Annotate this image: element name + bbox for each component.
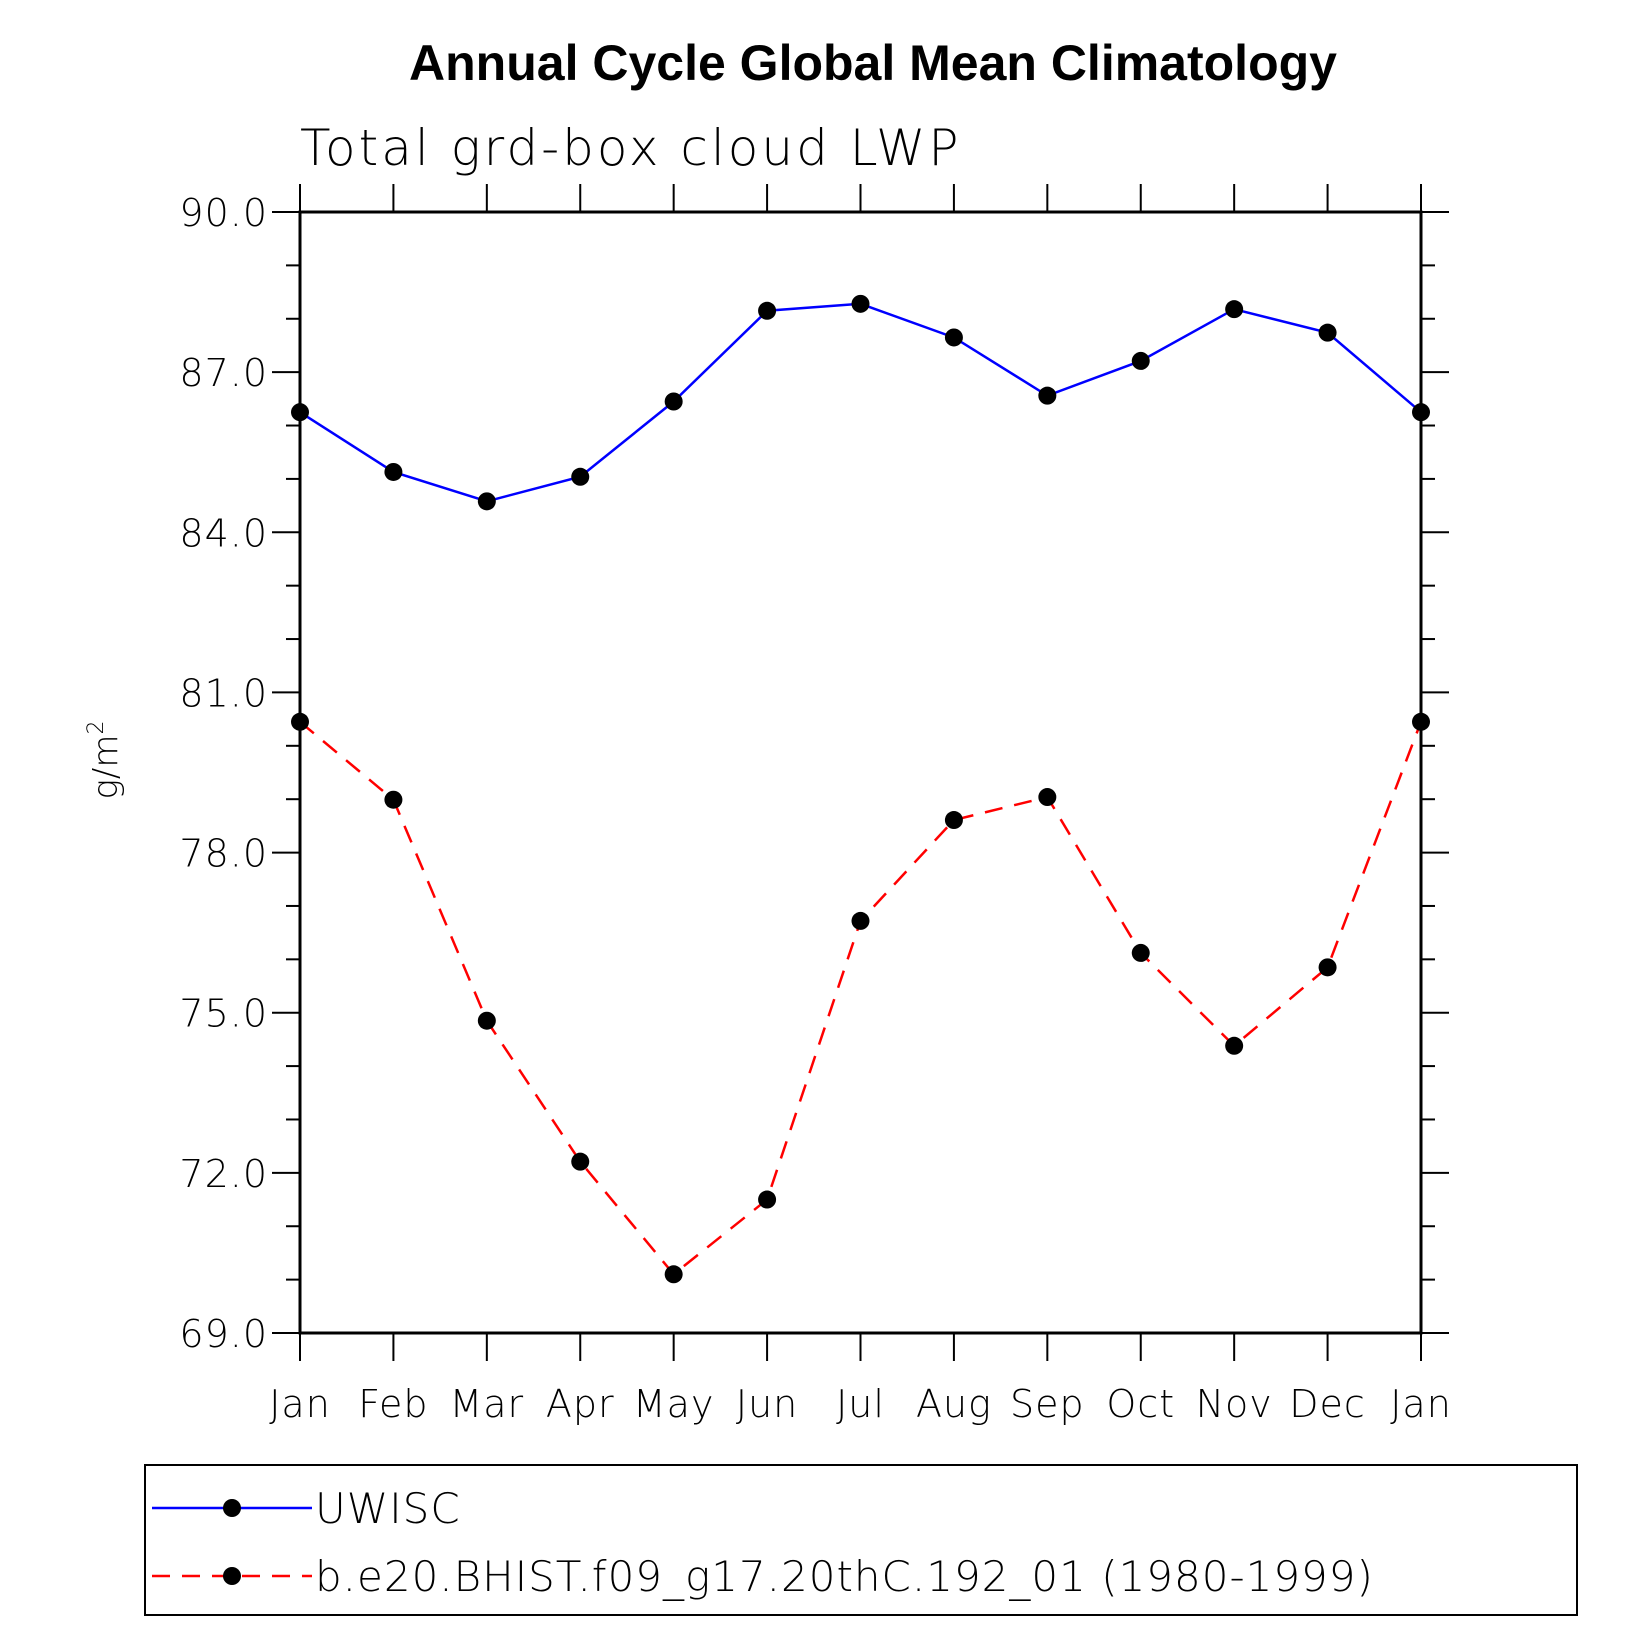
data-point-0: [477, 492, 496, 511]
data-point-1: [1225, 1036, 1244, 1055]
legend-marker-uwisc: [223, 1499, 241, 1517]
plot-area-frame: [298, 210, 1423, 1335]
data-point-0: [291, 403, 309, 422]
data-point-1: [384, 790, 403, 809]
x-tick-label: Jul: [836, 1382, 885, 1426]
data-point-1: [1038, 788, 1057, 807]
data-point-0: [571, 467, 590, 486]
data-point-1: [944, 811, 963, 830]
data-point-0: [944, 328, 963, 347]
x-tick-label: Dec: [1289, 1382, 1366, 1426]
data-point-1: [571, 1152, 590, 1171]
y-tick-label: 90.0: [179, 191, 268, 235]
data-point-0: [758, 301, 777, 320]
x-tick-label: Aug: [916, 1382, 992, 1426]
legend-marker-bhist: [223, 1567, 241, 1585]
data-point-1: [291, 712, 309, 731]
legend: UWISC b.e20.BHIST.f09_g17.20thC.192_01 (…: [144, 1464, 1578, 1616]
data-point-0: [664, 392, 683, 411]
x-tick-label: Jun: [736, 1382, 798, 1426]
y-axis-label-unit: g/m: [86, 735, 126, 800]
y-tick-label: 87.0: [179, 351, 268, 395]
x-tick-label: Apr: [546, 1382, 615, 1426]
x-tick-label: Oct: [1106, 1382, 1175, 1426]
series-line-1: [299, 720, 1423, 1277]
x-tick-label: Nov: [1196, 1382, 1273, 1426]
data-point-0: [1318, 323, 1337, 342]
data-point-0: [1038, 386, 1057, 405]
data-point-1: [477, 1011, 496, 1030]
y-tick-label: 81.0: [179, 671, 268, 715]
y-axis-label-exponent: 2: [84, 721, 109, 735]
data-point-1: [851, 911, 870, 930]
data-point-0: [384, 462, 403, 481]
y-axis-label: g/m2: [84, 721, 126, 800]
data-point-1: [1412, 712, 1430, 731]
chart-subtitle: Total grd-box cloud LWP: [300, 119, 962, 177]
y-tick-label: 69.0: [179, 1312, 268, 1356]
series-layer: [291, 294, 1430, 1284]
y-tick-label: 78.0: [179, 832, 268, 876]
y-tick-label: 72.0: [179, 1152, 268, 1196]
x-tick-label: Jan: [1390, 1382, 1452, 1426]
y-tick-label: 84.0: [179, 511, 268, 555]
data-point-1: [1131, 943, 1150, 962]
data-point-1: [1318, 958, 1337, 977]
y-tick-label: 75.0: [179, 992, 268, 1036]
chart-title: Annual Cycle Global Mean Climatology: [409, 35, 1337, 91]
data-point-0: [1131, 351, 1150, 370]
x-tick-label: Feb: [358, 1382, 428, 1426]
legend-label-uwisc: UWISC: [315, 1484, 461, 1533]
x-tick-label: Jan: [269, 1382, 331, 1426]
x-axis: Jan Feb Mar Apr May Jun Jul Aug Sep Oct Nov Dec Jan: [269, 184, 1452, 1426]
data-point-1: [664, 1265, 683, 1284]
data-point-0: [1225, 300, 1244, 319]
x-tick-label: Mar: [449, 1382, 524, 1426]
data-point-0: [1412, 403, 1430, 422]
legend-box: [144, 1464, 1578, 1616]
x-tick-label: Sep: [1010, 1382, 1085, 1426]
y-axis: 90.0 87.0 84.0 81.0 78.0 75.0 72.0 69.0: [179, 191, 1449, 1356]
data-point-0: [851, 294, 870, 313]
data-point-1: [758, 1190, 777, 1209]
x-tick-label: May: [633, 1382, 715, 1426]
y-axis-label-group: g/m2: [84, 721, 126, 800]
series-line-0: [299, 302, 1422, 503]
legend-label-bhist: b.e20.BHIST.f09_g17.20thC.192_01 (1980-1…: [315, 1552, 1374, 1601]
